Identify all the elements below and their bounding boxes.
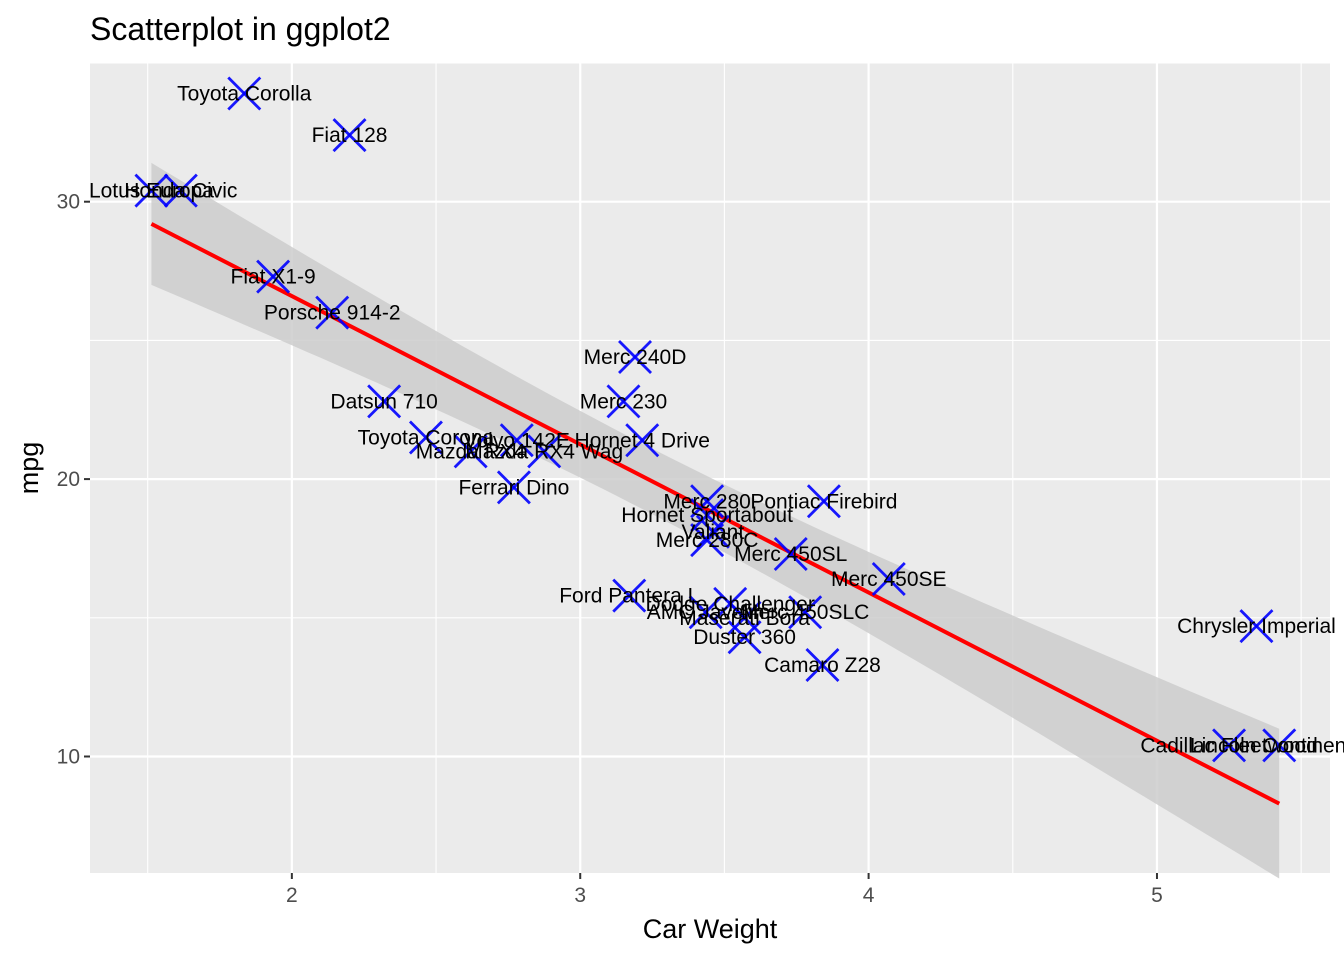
confidence-ribbon	[151, 162, 1280, 879]
point-label: Toyota Corona	[358, 426, 495, 449]
point-label: Porsche 914-2	[264, 302, 401, 325]
point-label: Lincoln Continental	[1190, 734, 1344, 757]
point-label: Toyota Corolla	[177, 83, 312, 106]
data-point	[612, 578, 647, 613]
point-label: Fiat 128	[312, 124, 388, 147]
point-label: Duster 360	[693, 626, 796, 649]
point-label: Merc 280C	[656, 529, 759, 552]
data-point	[695, 514, 730, 549]
data-point	[496, 470, 531, 505]
point-label: Hornet 4 Drive	[575, 429, 710, 452]
data-point	[499, 423, 534, 458]
x-tick-label: 4	[863, 884, 875, 907]
data-point	[527, 434, 562, 469]
y-tick-label: 10	[57, 745, 80, 768]
y-tick-label: 20	[57, 468, 80, 491]
chart-title: Scatterplot in ggplot2	[90, 11, 391, 47]
point-label: Merc 450SL	[734, 543, 847, 566]
point-label: Valiant	[682, 521, 745, 544]
point-label: Mazda RX4 Wag	[465, 440, 623, 463]
data-point	[806, 484, 841, 519]
point-label: Datsun 710	[330, 390, 437, 413]
point-label: Merc 450SE	[831, 568, 947, 591]
data-point	[367, 384, 402, 419]
data-point	[871, 561, 906, 596]
y-axis: 10 20 30	[57, 191, 90, 768]
data-point	[618, 340, 653, 375]
data-point	[788, 595, 823, 630]
point-label: Merc 280	[663, 490, 751, 513]
point-label: AMC Javelin	[647, 601, 765, 624]
point-label: Camaro Z28	[764, 654, 881, 677]
point-label: Dodge Challenger	[646, 593, 815, 616]
x-tick-label: 2	[286, 884, 298, 907]
data-point	[408, 420, 443, 455]
point-label: Chrysler Imperial	[1177, 615, 1336, 638]
data-point	[134, 173, 169, 208]
data-point	[227, 76, 262, 111]
point-label: Hornet Sportabout	[621, 504, 793, 527]
x-tick-label: 3	[574, 884, 586, 907]
data-point	[453, 434, 488, 469]
data-point	[1262, 728, 1297, 763]
data-point	[315, 295, 350, 330]
data-point	[690, 484, 725, 519]
y-tick-label: 30	[57, 191, 80, 214]
point-label: Cadillac Fleetwood	[1140, 734, 1317, 757]
y-axis-title: mpg	[14, 442, 44, 495]
x-axis-title: Car Weight	[643, 914, 778, 944]
data-point	[1239, 609, 1274, 644]
point-label: Lotus Europa	[89, 180, 214, 203]
data-point	[256, 259, 291, 294]
data-point	[625, 423, 660, 458]
point-label: Pontiac Firebird	[750, 490, 897, 513]
data-point	[688, 595, 723, 630]
point-label: Volvo 142E	[464, 429, 570, 452]
data-point	[606, 384, 641, 419]
x-axis: 2 3 4 5	[286, 873, 1163, 907]
data-point	[690, 523, 725, 558]
point-label: Ferrari Dino	[458, 476, 569, 499]
data-point	[805, 647, 840, 682]
x-tick-label: 5	[1151, 884, 1163, 907]
point-label: Merc 230	[580, 390, 668, 413]
confidence-band	[151, 162, 1280, 879]
point-label: Honda Civic	[124, 180, 237, 203]
point-label: Mazda RX4	[416, 440, 526, 463]
point-label: Maserati Bora	[679, 607, 810, 630]
data-point	[332, 118, 367, 153]
data-point	[773, 537, 808, 571]
data-point	[727, 600, 762, 635]
point-label: Merc 240D	[584, 346, 687, 369]
point-label: Fiat X1-9	[231, 266, 316, 289]
data-points	[134, 76, 1297, 763]
data-point	[1212, 728, 1247, 763]
data-point	[163, 173, 198, 208]
point-label: Ford Pantera L	[559, 585, 699, 608]
point-label: Merc 450SLC	[741, 601, 869, 624]
